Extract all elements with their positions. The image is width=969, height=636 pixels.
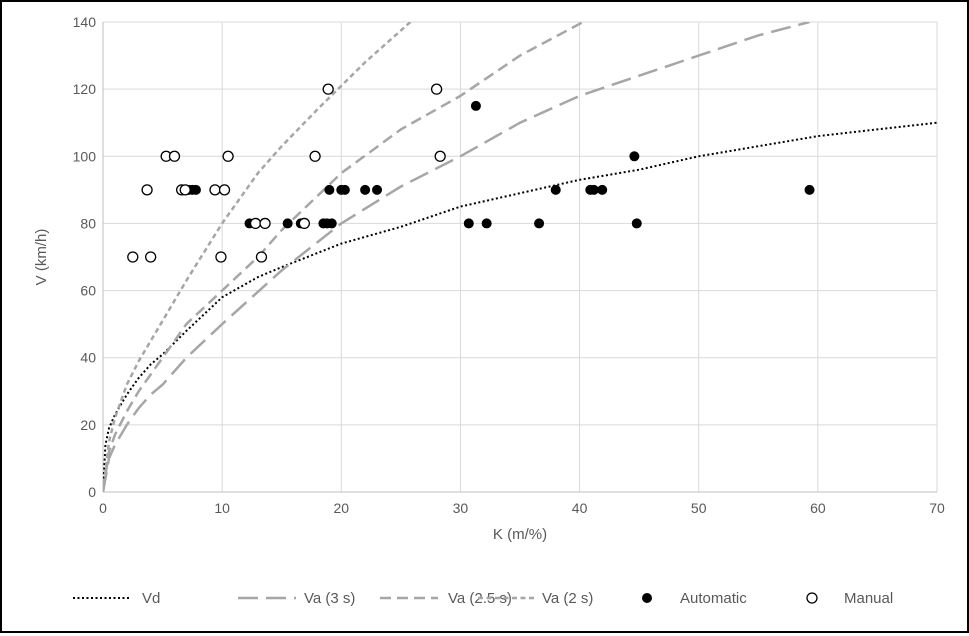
data-point-manual	[141, 184, 153, 196]
data-point-manual	[218, 184, 231, 196]
y-tick-label: 100	[73, 148, 97, 164]
data-point-automatic	[372, 184, 383, 195]
legend-swatch-manual	[806, 592, 818, 604]
data-point-automatic	[470, 100, 481, 111]
data-point-manual	[145, 251, 157, 263]
legend-label-manual: Manual	[844, 590, 893, 607]
data-point-manual	[222, 150, 234, 162]
x-tick-label: 30	[453, 500, 469, 516]
series-line-va-3-s	[103, 22, 810, 492]
data-point-automatic	[534, 218, 545, 229]
legend: Vd Va (3 s) Va (2.5 s) Va (2 s) Automatic Man…	[73, 590, 893, 607]
y-tick-label: 40	[80, 350, 96, 366]
data-point-manual	[322, 83, 334, 95]
data-point-automatic	[324, 184, 335, 195]
data-point-manual	[255, 251, 268, 263]
axes	[102, 22, 937, 493]
y-tick-label: 140	[73, 14, 97, 30]
data-point-automatic	[629, 151, 640, 162]
series-lines	[103, 22, 937, 492]
data-point-automatic	[481, 218, 492, 229]
data-point-automatic	[339, 184, 350, 195]
x-tick-label: 20	[333, 500, 349, 516]
data-point-automatic	[282, 218, 293, 229]
x-tick-label: 50	[691, 500, 707, 516]
series-points	[127, 83, 815, 263]
legend-label-va-2-s: Va (2 s)	[542, 590, 593, 607]
data-point-automatic	[597, 184, 608, 195]
data-point-automatic	[190, 184, 201, 195]
data-point-automatic	[326, 218, 337, 229]
tick-labels: 0 20 40 60 80 100 120 140 0 10 20 30 40 50 60 70	[73, 14, 945, 516]
data-point-manual	[259, 217, 271, 230]
data-point-manual	[430, 83, 443, 95]
data-point-automatic	[463, 218, 474, 229]
y-axis-title: V (km/h)	[33, 229, 50, 286]
legend-label-va-3-s: Va (3 s)	[304, 590, 355, 607]
data-point-automatic	[360, 184, 371, 195]
x-tick-label: 10	[214, 500, 230, 516]
data-point-manual	[249, 217, 262, 230]
data-point-manual	[434, 150, 446, 162]
data-point-automatic	[550, 184, 561, 195]
x-tick-label: 40	[572, 500, 588, 516]
legend-label-vd: Vd	[142, 590, 160, 607]
x-tick-label: 70	[929, 500, 945, 516]
series-line-vd	[103, 121, 937, 492]
data-point-manual	[168, 150, 181, 162]
y-tick-label: 120	[73, 81, 97, 97]
data-point-automatic	[588, 184, 599, 195]
data-point-manual	[209, 184, 221, 196]
x-tick-label: 0	[99, 500, 107, 516]
legend-swatch-automatic	[642, 593, 652, 603]
data-point-manual	[309, 150, 321, 162]
data-point-manual	[298, 217, 311, 230]
data-point-automatic	[631, 218, 642, 229]
x-tick-label: 60	[810, 500, 826, 516]
legend-label-automatic: Automatic	[680, 590, 747, 607]
y-tick-label: 60	[80, 283, 96, 299]
y-tick-label: 20	[80, 417, 96, 433]
data-point-manual	[127, 251, 139, 263]
y-tick-label: 0	[88, 484, 96, 500]
data-point-manual	[215, 251, 227, 263]
data-point-manual	[179, 184, 191, 196]
series-line-va-2-s	[103, 22, 412, 492]
data-point-automatic	[804, 184, 815, 195]
gridlines	[103, 21, 938, 492]
y-tick-label: 80	[80, 215, 96, 231]
x-axis-title: K (m/%)	[493, 526, 547, 543]
series-line-va-2-5-s	[103, 22, 584, 492]
